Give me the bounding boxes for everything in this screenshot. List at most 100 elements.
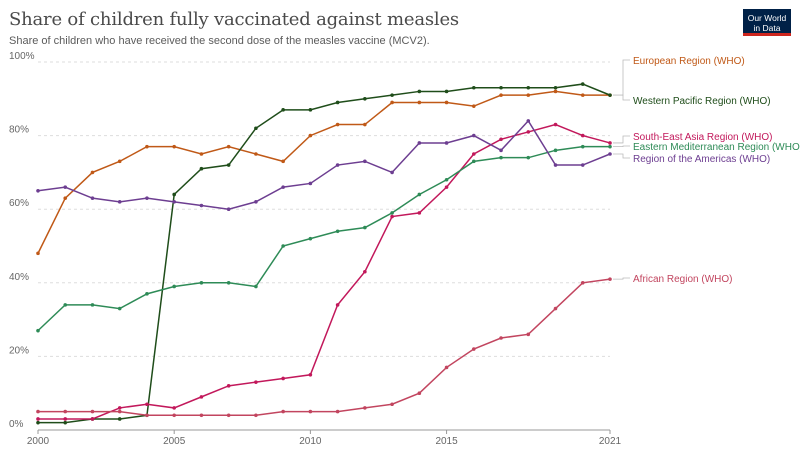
data-point[interactable] xyxy=(90,417,95,421)
data-point[interactable] xyxy=(172,192,176,197)
data-point[interactable] xyxy=(90,196,95,200)
data-point[interactable] xyxy=(417,141,422,145)
data-point[interactable] xyxy=(90,170,95,175)
data-point[interactable] xyxy=(172,406,176,410)
data-point[interactable] xyxy=(172,284,176,289)
data-point[interactable] xyxy=(444,89,449,94)
data-point[interactable] xyxy=(172,413,176,418)
data-point[interactable] xyxy=(63,303,68,307)
data-point[interactable] xyxy=(499,137,503,142)
series-european-region-who-[interactable] xyxy=(36,89,612,256)
data-point[interactable] xyxy=(608,277,612,281)
data-point[interactable] xyxy=(63,409,68,414)
data-point[interactable] xyxy=(390,100,394,105)
data-point[interactable] xyxy=(526,93,531,97)
data-point[interactable] xyxy=(472,347,476,351)
data-point[interactable] xyxy=(553,148,558,153)
data-point[interactable] xyxy=(254,126,258,131)
data-point[interactable] xyxy=(580,82,585,86)
data-point[interactable] xyxy=(363,269,367,274)
data-point[interactable] xyxy=(390,214,394,219)
data-point[interactable] xyxy=(390,211,394,215)
data-point[interactable] xyxy=(226,413,231,418)
data-point[interactable] xyxy=(145,413,149,418)
data-point[interactable] xyxy=(199,395,204,399)
data-point[interactable] xyxy=(281,409,285,414)
data-point[interactable] xyxy=(308,236,313,241)
data-point[interactable] xyxy=(145,402,149,407)
data-point[interactable] xyxy=(499,155,503,160)
data-point[interactable] xyxy=(472,85,476,90)
data-point[interactable] xyxy=(281,108,285,112)
data-point[interactable] xyxy=(117,417,122,421)
data-point[interactable] xyxy=(226,384,231,388)
data-point[interactable] xyxy=(444,185,449,189)
data-point[interactable] xyxy=(499,93,503,97)
data-point[interactable] xyxy=(580,93,585,97)
data-point[interactable] xyxy=(63,417,68,421)
series-line[interactable] xyxy=(38,83,611,424)
data-point[interactable] xyxy=(281,159,285,164)
data-point[interactable] xyxy=(553,306,558,311)
data-point[interactable] xyxy=(117,406,122,410)
data-point[interactable] xyxy=(145,196,149,200)
data-point[interactable] xyxy=(117,306,122,311)
series-label[interactable]: South-East Asia Region (WHO) xyxy=(633,132,773,143)
data-point[interactable] xyxy=(499,336,503,340)
data-point[interactable] xyxy=(281,376,285,381)
data-point[interactable] xyxy=(608,141,612,145)
data-point[interactable] xyxy=(199,203,204,208)
series-label[interactable]: African Region (WHO) xyxy=(633,274,732,285)
data-point[interactable] xyxy=(363,97,367,101)
data-point[interactable] xyxy=(226,207,231,211)
data-point[interactable] xyxy=(472,159,476,164)
data-point[interactable] xyxy=(335,229,340,234)
data-point[interactable] xyxy=(335,100,340,105)
data-point[interactable] xyxy=(363,122,367,127)
data-point[interactable] xyxy=(63,185,68,189)
data-point[interactable] xyxy=(526,85,531,90)
data-point[interactable] xyxy=(417,192,422,197)
data-point[interactable] xyxy=(580,144,585,149)
data-point[interactable] xyxy=(553,85,558,90)
data-point[interactable] xyxy=(117,159,122,164)
data-point[interactable] xyxy=(90,409,95,414)
data-point[interactable] xyxy=(254,152,258,156)
data-point[interactable] xyxy=(363,406,367,410)
data-point[interactable] xyxy=(308,181,313,186)
data-point[interactable] xyxy=(417,211,422,215)
data-point[interactable] xyxy=(199,166,204,171)
series-eastern-mediterranean-region-who-[interactable] xyxy=(36,144,612,333)
data-point[interactable] xyxy=(254,200,258,204)
series-line[interactable] xyxy=(38,278,611,417)
data-point[interactable] xyxy=(281,244,285,248)
data-point[interactable] xyxy=(308,133,313,138)
data-point[interactable] xyxy=(608,93,612,97)
data-point[interactable] xyxy=(499,148,503,153)
data-point[interactable] xyxy=(526,155,531,160)
data-point[interactable] xyxy=(390,93,394,97)
data-point[interactable] xyxy=(117,200,122,204)
data-point[interactable] xyxy=(472,152,476,156)
data-point[interactable] xyxy=(226,281,231,285)
series-label[interactable]: Western Pacific Region (WHO) xyxy=(633,96,771,107)
data-point[interactable] xyxy=(199,281,204,285)
series-region-of-the-americas-who-[interactable] xyxy=(36,119,612,211)
data-point[interactable] xyxy=(335,163,340,167)
data-point[interactable] xyxy=(36,409,40,414)
data-point[interactable] xyxy=(472,104,476,108)
series-african-region-who-[interactable] xyxy=(36,277,612,418)
series-label[interactable]: European Region (WHO) xyxy=(633,56,745,67)
data-point[interactable] xyxy=(254,413,258,418)
data-point[interactable] xyxy=(608,152,612,156)
data-point[interactable] xyxy=(390,170,394,175)
data-point[interactable] xyxy=(172,144,176,149)
data-point[interactable] xyxy=(117,409,122,414)
data-point[interactable] xyxy=(63,196,68,200)
data-point[interactable] xyxy=(335,303,340,307)
series-western-pacific-region-who-[interactable] xyxy=(36,82,612,425)
series-south-east-asia-region-who-[interactable] xyxy=(36,122,612,421)
data-point[interactable] xyxy=(36,417,40,421)
data-point[interactable] xyxy=(526,332,531,337)
data-point[interactable] xyxy=(580,133,585,138)
